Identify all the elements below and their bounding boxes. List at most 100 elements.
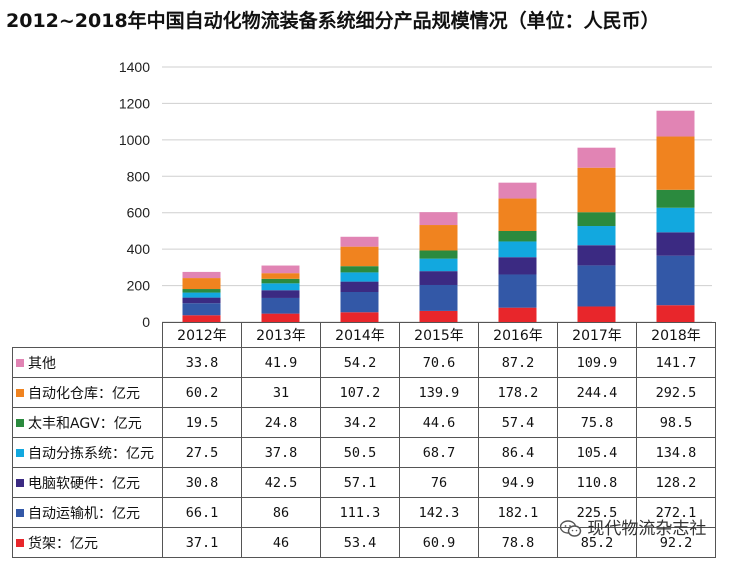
bar-segment (498, 257, 537, 275)
legend-entry: 货架：亿元 (12, 527, 163, 558)
y-tick-label: 600 (127, 205, 151, 221)
watermark-text: 现代物流杂志社 (587, 519, 707, 539)
x-category-label: 2014年 (320, 322, 400, 348)
bar-stack (182, 271, 221, 322)
bar-segment (261, 290, 300, 298)
data-value: 66.1 (162, 497, 242, 528)
y-tick-label: 1200 (119, 95, 150, 111)
table-header-row: 2012年 2013年 2014年 2015年 2016年 2017年 2018年 (12, 322, 716, 348)
data-value: 37.1 (162, 527, 242, 558)
data-value: 37.8 (241, 437, 321, 468)
bar-segment (261, 273, 300, 279)
data-value: 98.5 (636, 407, 716, 438)
bar-segment (419, 271, 458, 285)
data-value: 225.5 (557, 497, 637, 528)
bar-stack (340, 236, 379, 322)
bar-segment (419, 212, 458, 226)
data-value: 68.7 (399, 437, 479, 468)
data-value: 128.2 (636, 467, 716, 498)
bar-segment (182, 278, 221, 290)
bar-segment (182, 297, 221, 304)
data-value: 94.9 (478, 467, 558, 498)
legend-swatch (16, 538, 24, 547)
data-value: 19.5 (162, 407, 242, 438)
bar-segment (498, 274, 537, 308)
legend-entry: 太丰和AGV：亿元 (12, 407, 163, 438)
bar-segment (340, 266, 379, 273)
data-value: 107.2 (320, 377, 400, 408)
bar-segment (577, 306, 616, 322)
series-name: 自动分拣系统：亿元 (28, 445, 154, 462)
x-category-label: 2016年 (478, 322, 558, 348)
data-value: 31 (241, 377, 321, 408)
bar-stacks (182, 110, 695, 322)
series-name: 自动运输机：亿元 (28, 505, 140, 522)
bar-stack (498, 182, 537, 322)
data-table: 2012年 2013年 2014年 2015年 2016年 2017年 2018年 其他 33.… (12, 322, 716, 558)
data-value: 70.6 (399, 347, 479, 378)
data-value: 244.4 (557, 377, 637, 408)
bar-segment (261, 313, 300, 322)
bar-segment (498, 307, 537, 322)
data-value: 44.6 (399, 407, 479, 438)
bar-segment (656, 189, 695, 208)
data-value: 110.8 (557, 467, 637, 498)
bar-segment (182, 289, 221, 293)
table-row: 自动分拣系统：亿元 27.5 37.8 50.5 68.7 86.4 105.4 134.8 (12, 437, 716, 468)
bar-segment (498, 241, 537, 258)
x-category-label: 2015年 (399, 322, 479, 348)
bar-segment (182, 315, 221, 322)
data-value: 272.1 (636, 497, 716, 528)
data-value: 60.9 (399, 527, 479, 558)
y-tick-label: 1000 (119, 132, 150, 148)
data-value: 292.5 (636, 377, 716, 408)
data-value: 46 (241, 527, 321, 558)
bar-stack (656, 110, 695, 322)
bar-segment (261, 283, 300, 291)
legend-swatch (16, 448, 24, 457)
table-row: 自动化仓库：亿元 60.2 31 107.2 139.9 178.2 244.4 292.5 (12, 377, 716, 408)
bar-segment (261, 297, 300, 314)
legend-swatch (16, 508, 24, 517)
data-value: 105.4 (557, 437, 637, 468)
data-value: 134.8 (636, 437, 716, 468)
table-row: 其他 33.8 41.9 54.2 70.6 87.2 109.9 141.7 (12, 347, 716, 378)
bar-segment (340, 292, 379, 313)
legend-entry: 自动运输机：亿元 (12, 497, 163, 528)
bar-segment (261, 278, 300, 284)
bar-segment (419, 225, 458, 251)
data-value: 111.3 (320, 497, 400, 528)
table-row: 电脑软硬件：亿元 30.8 42.5 57.1 76 94.9 110.8 128.2 (12, 467, 716, 498)
bar-segment (498, 198, 537, 232)
bar-segment (182, 303, 221, 316)
data-value: 57.4 (478, 407, 558, 438)
bar-stack (261, 265, 300, 322)
data-value: 41.9 (241, 347, 321, 378)
bar-stack (419, 212, 458, 322)
data-value: 27.5 (162, 437, 242, 468)
legend-entry: 其他 (12, 347, 163, 378)
legend-swatch (16, 358, 24, 367)
bar-segment (577, 226, 616, 246)
table-row: 太丰和AGV：亿元 19.5 24.8 34.2 44.6 57.4 75.8 98.5 (12, 407, 716, 438)
bar-segment (656, 232, 695, 256)
legend-swatch (16, 388, 24, 397)
legend-swatch (16, 418, 24, 427)
data-value: 60.2 (162, 377, 242, 408)
bar-segment (182, 292, 221, 298)
data-value: 78.8 (478, 527, 558, 558)
data-value: 142.3 (399, 497, 479, 528)
bar-segment (261, 265, 300, 274)
x-category-label: 2013年 (241, 322, 321, 348)
data-value: 178.2 (478, 377, 558, 408)
bar-segment (498, 182, 537, 199)
data-value: 30.8 (162, 467, 242, 498)
bar-stack (577, 147, 616, 322)
x-category-label: 2017年 (557, 322, 637, 348)
legend-entry: 自动分拣系统：亿元 (12, 437, 163, 468)
stacked-bar-chart: 0 200 400 600 800 1000 1200 1400 (119, 59, 712, 330)
data-value: 57.1 (320, 467, 400, 498)
bar-segment (340, 312, 379, 322)
data-value: 109.9 (557, 347, 637, 378)
bar-segment (340, 236, 379, 247)
